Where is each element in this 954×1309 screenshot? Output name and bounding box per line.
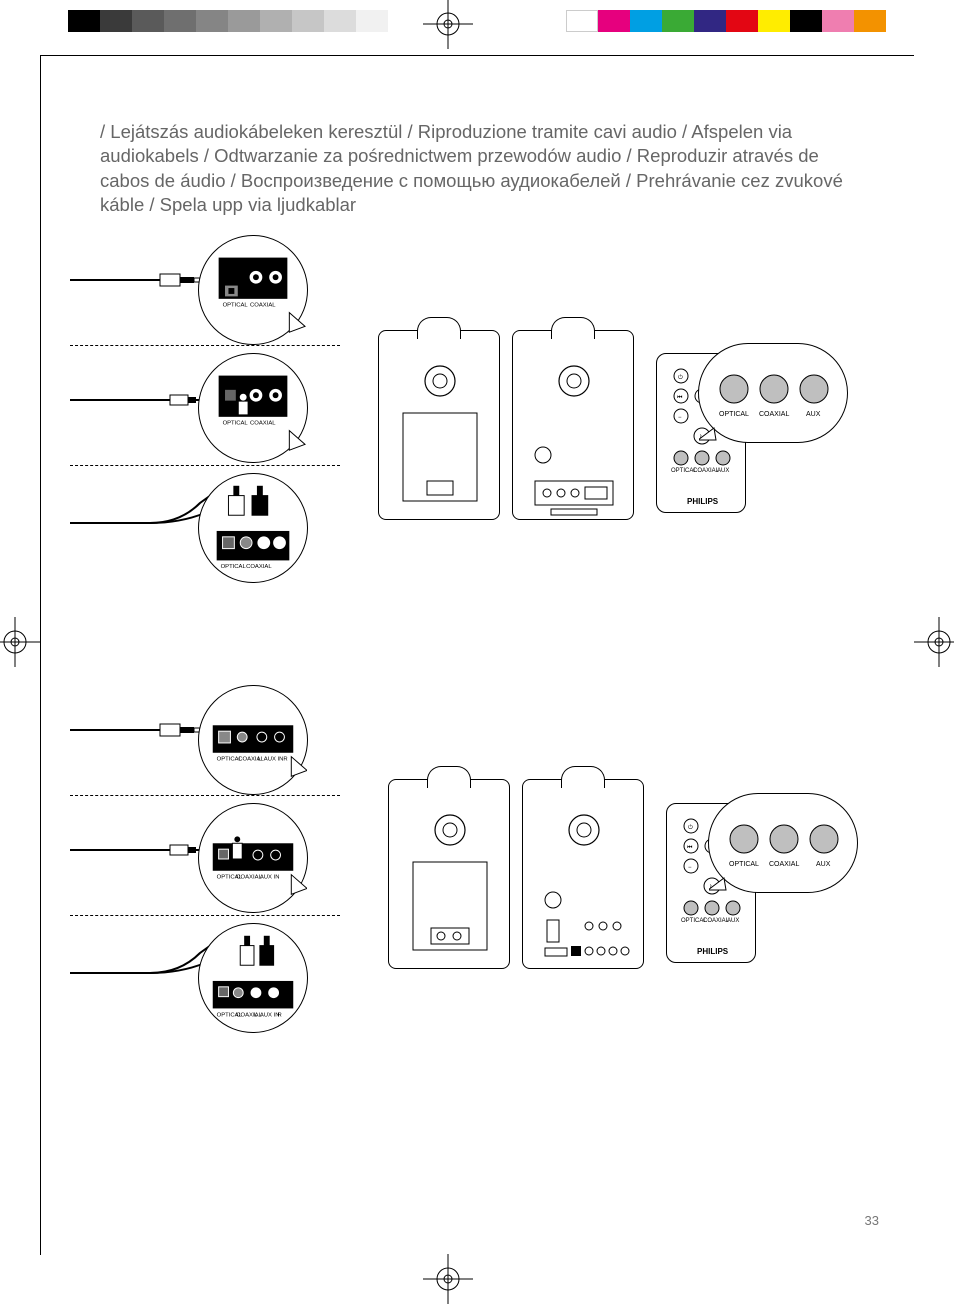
speaker-left-1 bbox=[378, 330, 500, 520]
svg-text:COAXIAL: COAXIAL bbox=[246, 564, 272, 570]
svg-text:COAXIAL: COAXIAL bbox=[250, 421, 276, 427]
svg-text:COAXIAL: COAXIAL bbox=[236, 1012, 262, 1018]
svg-text:⏮: ⏮ bbox=[687, 845, 693, 851]
svg-text:AUX IN: AUX IN bbox=[260, 875, 280, 881]
svg-text:R: R bbox=[276, 380, 280, 386]
svg-text:⏻: ⏻ bbox=[688, 824, 693, 831]
svg-text:R: R bbox=[278, 1012, 282, 1018]
svg-text:COAXIAL: COAXIAL bbox=[250, 303, 276, 309]
callout-coaxial-2: OPTICAL COAXIAL AUX IN bbox=[198, 803, 308, 913]
svg-text:AUX: AUX bbox=[717, 468, 729, 474]
svg-text:COAXIAL: COAXIAL bbox=[693, 468, 720, 474]
svg-text:PHILIPS: PHILIPS bbox=[697, 947, 729, 956]
regmark-right bbox=[914, 617, 954, 667]
svg-text:COAXIAL: COAXIAL bbox=[703, 918, 730, 924]
colorbar-right bbox=[566, 10, 886, 32]
svg-text:PHILIPS: PHILIPS bbox=[687, 497, 719, 506]
svg-text:AUX: AUX bbox=[727, 918, 739, 924]
svg-text:AUX IN: AUX IN bbox=[246, 262, 266, 268]
remote-zoom-2: OPTICAL COAXIAL AUX bbox=[708, 793, 858, 893]
remote-zoom-1: OPTICAL COAXIAL AUX bbox=[698, 343, 848, 443]
callout-aux-2: OPTICAL COAXIAL L AUX IN R bbox=[198, 923, 308, 1033]
speaker-right-1 bbox=[512, 330, 634, 520]
speaker-right-2 bbox=[522, 779, 644, 969]
svg-text:R: R bbox=[276, 262, 280, 268]
svg-text:⏮: ⏮ bbox=[677, 395, 683, 401]
svg-text:−: − bbox=[678, 415, 682, 421]
svg-text:COAXIAL: COAXIAL bbox=[769, 861, 799, 868]
callout-optical-2: OPTICAL COAXIAL L AUX IN R bbox=[198, 685, 308, 795]
page-number: 33 bbox=[865, 1213, 879, 1228]
regmark-bottom bbox=[423, 1254, 473, 1304]
svg-text:OPTICAL: OPTICAL bbox=[223, 421, 249, 427]
colorbar-left bbox=[68, 10, 388, 32]
callout-optical-1: L AUX IN R OPTICAL COAXIAL bbox=[198, 235, 308, 345]
svg-text:COAXIAL: COAXIAL bbox=[759, 411, 789, 418]
svg-text:AUX: AUX bbox=[816, 861, 831, 868]
regmark-top bbox=[423, 0, 473, 49]
regmark-left bbox=[0, 617, 40, 667]
svg-text:−: − bbox=[688, 865, 692, 871]
callout-aux-1: OPTICAL COAXIAL bbox=[198, 473, 308, 583]
svg-text:AUX IN: AUX IN bbox=[264, 757, 284, 763]
svg-text:AUX IN: AUX IN bbox=[260, 1012, 280, 1018]
svg-text:⏻: ⏻ bbox=[678, 374, 683, 381]
speaker-left-2 bbox=[388, 779, 510, 969]
callout-coaxial-1: L AUX IN R OPTICAL COAXIAL bbox=[198, 353, 308, 463]
svg-text:OPTICAL: OPTICAL bbox=[729, 861, 759, 868]
svg-text:COAXIAL: COAXIAL bbox=[236, 875, 262, 881]
svg-text:AUX IN: AUX IN bbox=[246, 380, 266, 386]
svg-text:OPTICAL: OPTICAL bbox=[221, 564, 247, 570]
svg-text:OPTICAL: OPTICAL bbox=[223, 303, 249, 309]
svg-text:OPTICAL: OPTICAL bbox=[719, 411, 749, 418]
diagram-area: L AUX IN R OPTICAL COAXIAL L AUX IN R bbox=[70, 235, 890, 1175]
svg-text:AUX: AUX bbox=[806, 411, 821, 418]
body-text: / Lejátszás audiokábeleken keresztül / R… bbox=[100, 120, 850, 218]
svg-text:R: R bbox=[283, 757, 287, 763]
